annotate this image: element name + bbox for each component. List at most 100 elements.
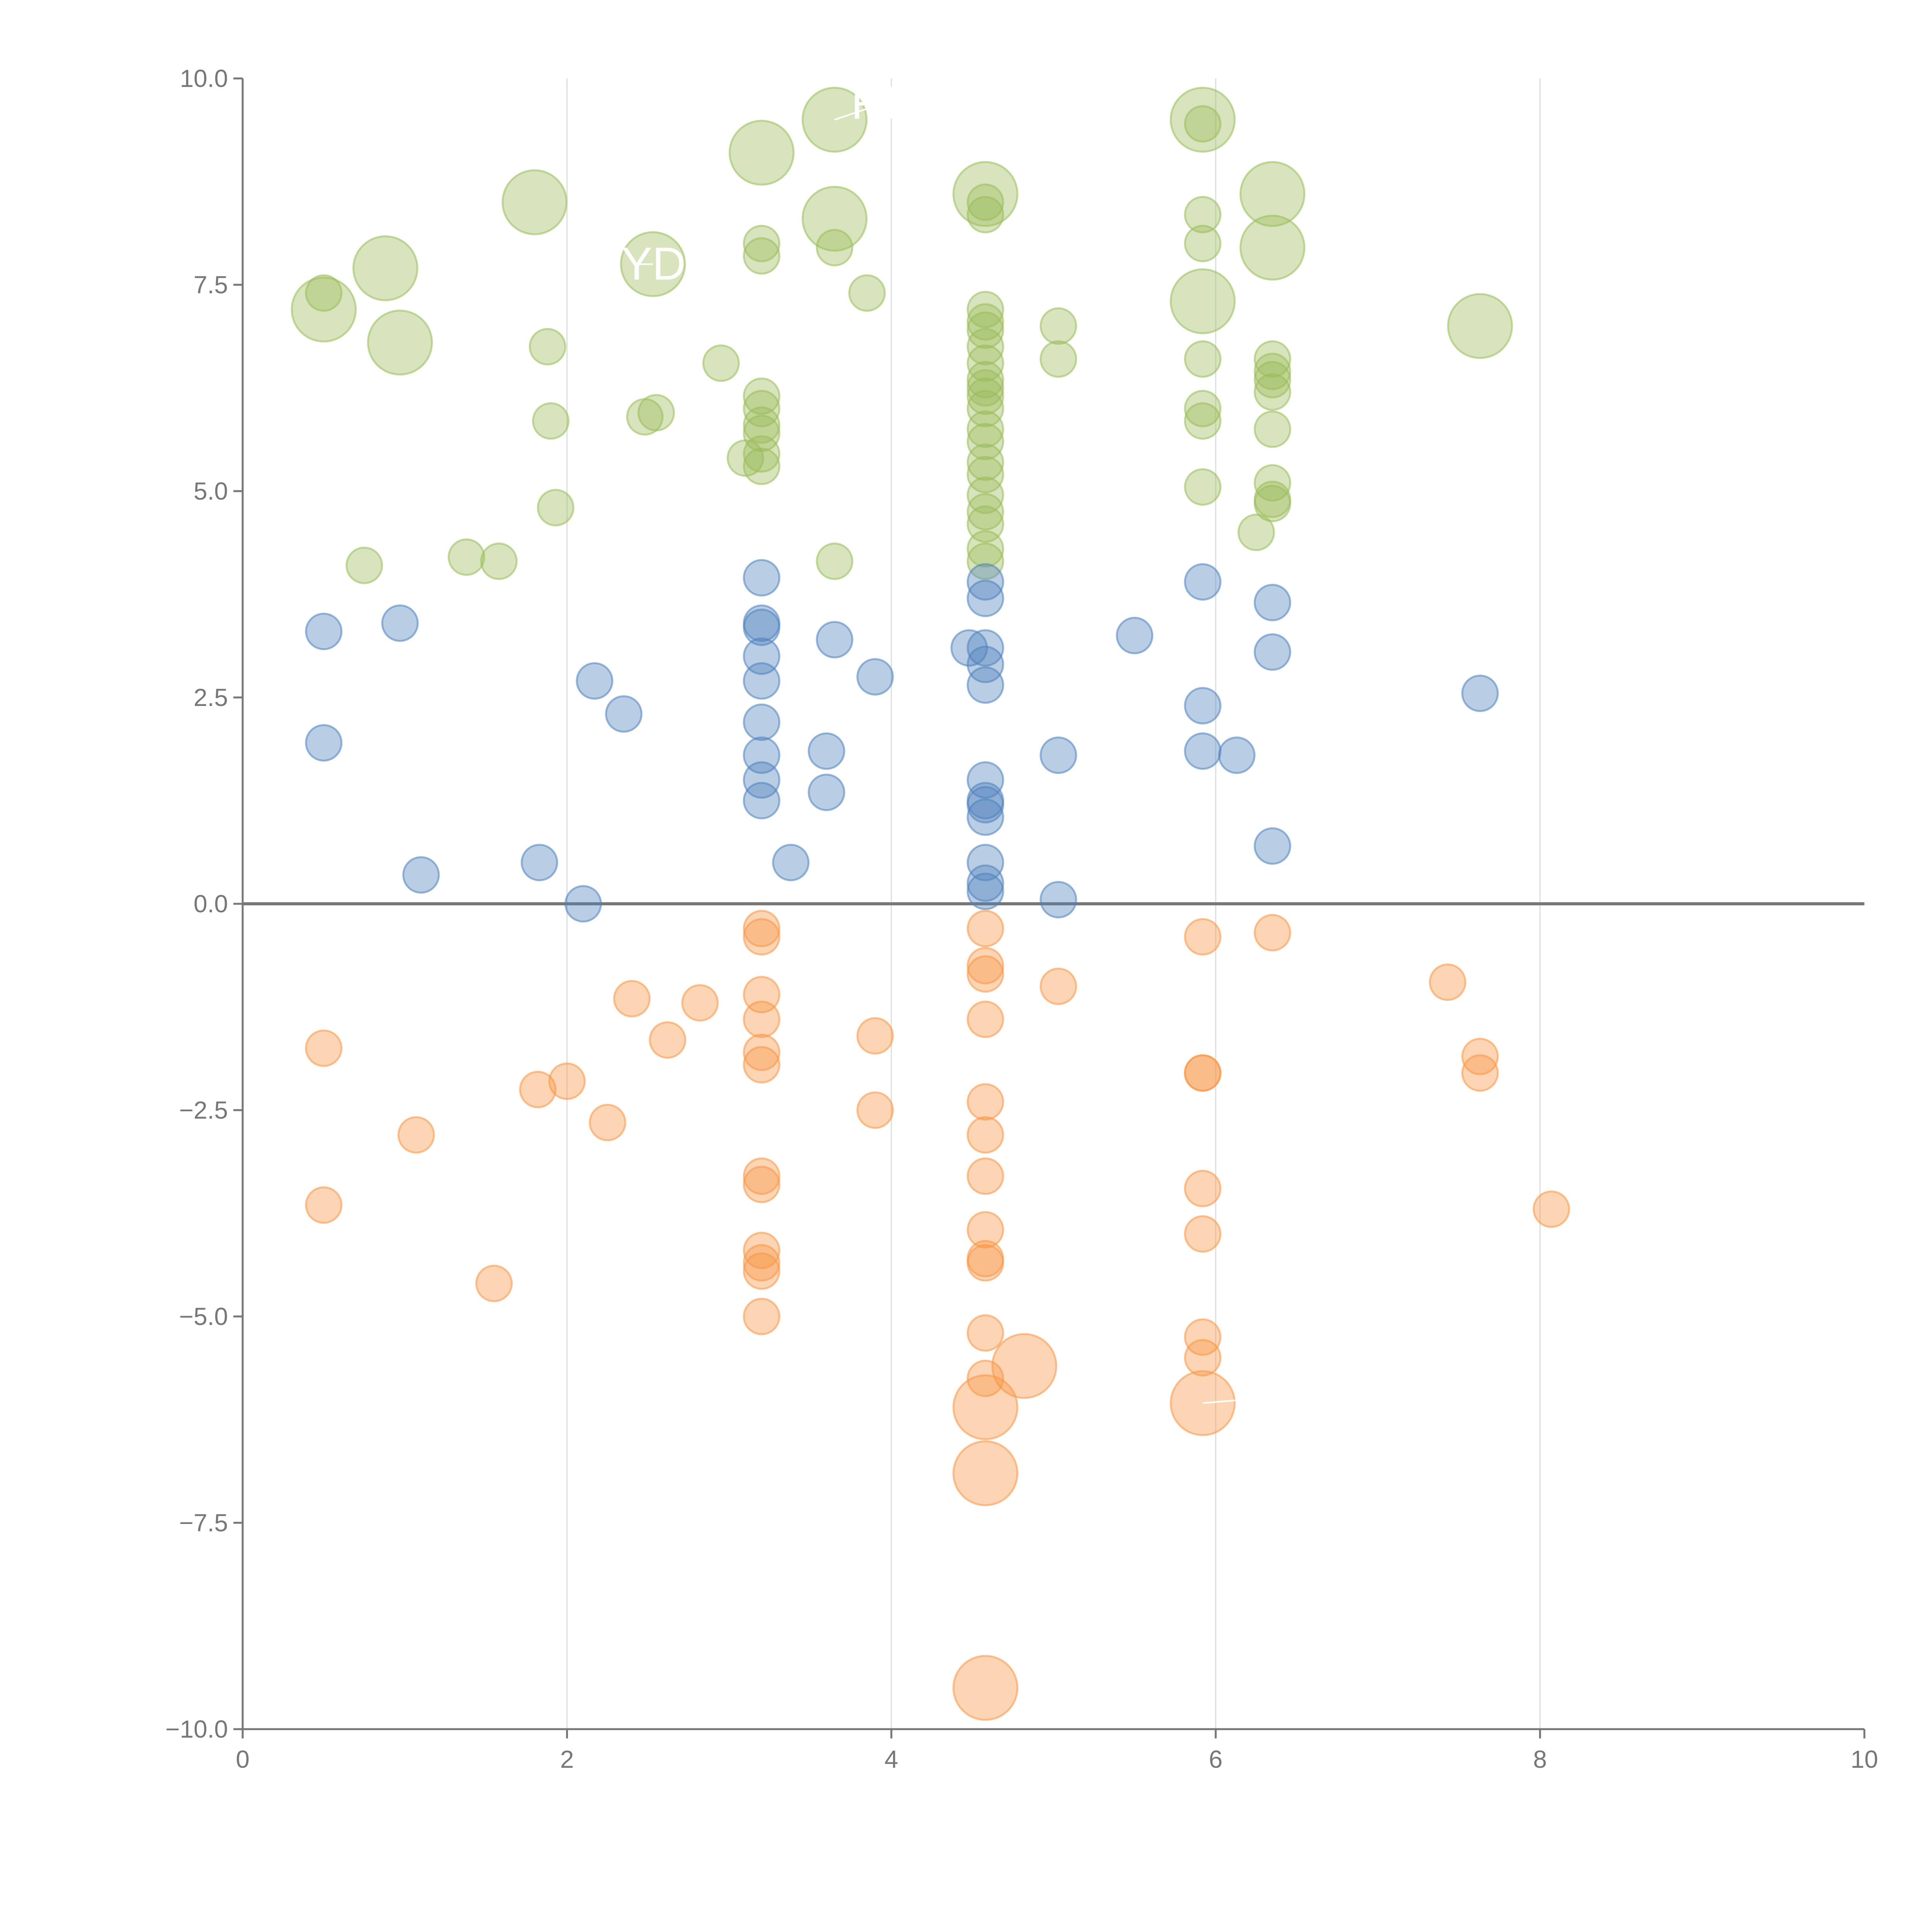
data-point-green	[816, 229, 854, 267]
data-point-blue	[605, 695, 643, 733]
labels-layer: RE DYD A	[588, 77, 1267, 1425]
data-point-green	[816, 543, 854, 580]
points-layer	[291, 87, 1570, 1721]
data-point-blue	[966, 786, 1004, 824]
data-point-orange	[743, 910, 781, 947]
data-point-green	[966, 456, 1004, 493]
data-point-green	[1253, 485, 1291, 522]
data-point-orange	[966, 955, 1004, 993]
data-point-orange	[856, 1091, 894, 1129]
data-point-green	[1253, 410, 1291, 448]
data-point-blue	[1039, 881, 1077, 918]
data-point-green	[966, 377, 1004, 415]
data-point-orange	[1461, 1037, 1499, 1075]
data-point-blue	[305, 724, 343, 762]
data-point-green	[848, 274, 886, 312]
data-point-green	[1239, 161, 1306, 227]
data-point-green	[1253, 340, 1291, 378]
data-point-orange	[743, 1231, 781, 1269]
data-point-green	[966, 476, 1004, 514]
data-point-green	[966, 410, 1004, 448]
data-point-green	[966, 328, 1004, 366]
data-point-blue	[520, 844, 558, 881]
data-point-blue	[743, 608, 781, 646]
data-point-blue	[402, 856, 440, 894]
data-point-green	[352, 235, 418, 301]
data-point-green	[1039, 307, 1077, 345]
data-point-green	[291, 276, 357, 343]
data-point-green	[702, 344, 740, 382]
data-point-green	[726, 439, 764, 477]
x-tick-label: 4	[884, 1745, 898, 1773]
data-point-green	[1253, 373, 1291, 411]
data-point-green	[1237, 514, 1275, 551]
data-point-orange	[966, 1244, 1004, 1282]
data-point-green	[966, 361, 1004, 399]
data-point-blue	[856, 658, 894, 696]
data-point-blue	[743, 782, 781, 820]
data-point-blue	[1253, 827, 1291, 865]
data-point-orange	[548, 1062, 586, 1100]
data-point-blue	[1184, 687, 1222, 724]
data-point-orange	[613, 980, 651, 1018]
data-point-orange	[305, 1029, 343, 1067]
data-point-green	[743, 435, 781, 473]
y-tick-label: −10.0	[165, 1715, 228, 1743]
data-point-green	[966, 389, 1004, 427]
data-point-orange	[649, 1021, 687, 1059]
data-point-green	[1239, 214, 1306, 281]
data-point-green	[529, 328, 566, 366]
axis-layer: 0 2 4 6 8 10 10.0 7.5 5.0 2.5 0.0 −2.5 −5.0 −7.5 −10.0	[165, 65, 1878, 1773]
data-point-green	[502, 169, 568, 235]
data-point-blue	[966, 580, 1004, 617]
data-point-green	[1253, 361, 1291, 399]
data-point-orange	[966, 1314, 1004, 1352]
data-point-green	[345, 546, 383, 584]
data-point-green	[1170, 87, 1236, 153]
data-point-orange	[743, 1157, 781, 1195]
y-tick-label: 5.0	[194, 477, 228, 505]
data-point-blue	[966, 864, 1004, 902]
data-point-blue	[1116, 617, 1153, 655]
data-point-orange	[475, 1265, 513, 1303]
data-point-green	[447, 538, 485, 576]
data-point-blue	[743, 662, 781, 700]
data-point-orange	[991, 1333, 1058, 1399]
data-point-blue	[808, 774, 845, 811]
data-point-orange	[1184, 1054, 1222, 1092]
data-point-green	[966, 543, 1004, 580]
data-point-orange	[952, 1655, 1019, 1721]
data-point-blue	[966, 629, 1004, 667]
data-point-blue	[305, 612, 343, 650]
data-point-green	[637, 394, 675, 432]
data-point-green	[743, 224, 781, 262]
data-point-green	[966, 423, 1004, 461]
data-point-orange	[1184, 1318, 1222, 1356]
data-point-blue	[816, 621, 854, 658]
data-point-orange	[966, 1116, 1004, 1154]
data-point-orange	[743, 1165, 781, 1203]
data-point-green	[1184, 340, 1222, 378]
y-tick-label: −2.5	[179, 1096, 228, 1124]
y-tick-label: −5.0	[179, 1303, 228, 1330]
x-tick-label: 8	[1533, 1745, 1547, 1773]
data-point-orange	[743, 1033, 781, 1071]
data-point-green	[1253, 352, 1291, 390]
data-point-orange	[966, 947, 1004, 985]
point-label: DYD	[588, 238, 685, 290]
data-point-orange	[1039, 968, 1077, 1005]
data-point-blue	[1184, 563, 1222, 601]
data-point-green	[1447, 293, 1513, 359]
data-point-orange	[1429, 963, 1466, 1001]
data-point-green	[1184, 224, 1222, 262]
data-point-green	[743, 237, 781, 275]
data-point-green	[966, 196, 1004, 233]
data-point-blue	[564, 885, 602, 923]
data-point-green	[966, 530, 1004, 568]
point-label: A	[1236, 1373, 1267, 1425]
x-tick-label: 2	[560, 1745, 574, 1773]
data-point-orange	[681, 984, 719, 1022]
data-point-green	[1253, 464, 1291, 502]
data-point-orange	[588, 1104, 626, 1141]
data-point-green	[1184, 468, 1222, 506]
